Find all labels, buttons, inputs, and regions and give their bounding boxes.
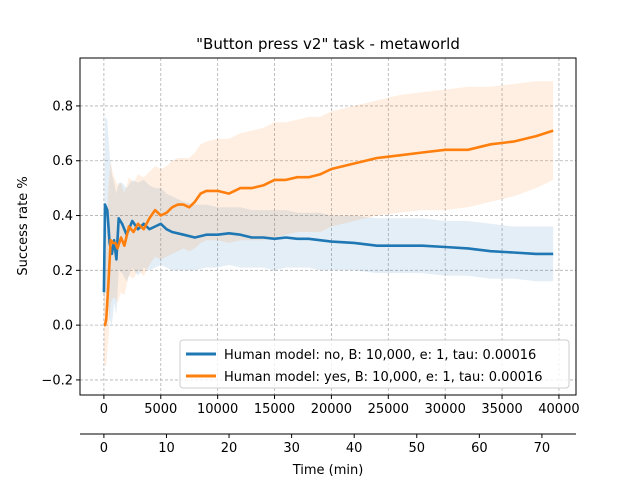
x-tick-label: 0 (100, 402, 108, 417)
legend-label-1: Human model: yes, B: 10,000, e: 1, tau: … (224, 370, 543, 385)
y-tick-label: −0.2 (41, 373, 73, 388)
legend: Human model: no, B: 10,000, e: 1, tau: 0… (179, 339, 570, 389)
secondary-x-tick-label: 50 (408, 441, 425, 456)
secondary-x-tick-label: 20 (221, 441, 238, 456)
secondary-x-tick-label: 60 (471, 441, 488, 456)
x-tick-label: 25000 (368, 402, 409, 417)
series-0-line (102, 203, 554, 293)
x-tick-label: 15000 (254, 402, 295, 417)
x-tick-label: 35000 (481, 402, 522, 417)
secondary-x-axis-label: Time (min) (292, 463, 364, 478)
x-tick-label: 30000 (424, 402, 465, 417)
series-1-confidence-band (103, 81, 554, 367)
y-axis-label: Success rate % (16, 176, 31, 275)
x-tick-label: 40000 (538, 402, 579, 417)
series-1-line (103, 129, 554, 327)
chart-title: "Button press v2" task - metaworld (196, 35, 460, 53)
x-tick-label: 10000 (197, 402, 238, 417)
series-0-confidence-band (103, 116, 554, 326)
grid (80, 58, 576, 395)
secondary-x-tick-label: 0 (100, 441, 108, 456)
secondary-x-tick-label: 40 (346, 441, 363, 456)
y-tick-label: 0.2 (52, 264, 73, 279)
y-tick-label: 0.0 (52, 319, 73, 334)
secondary-x-tick-label: 10 (158, 441, 175, 456)
legend-label-0: Human model: no, B: 10,000, e: 1, tau: 0… (224, 348, 536, 363)
y-tick-label: 0.8 (52, 99, 73, 114)
y-tick-label: 0.4 (52, 209, 73, 224)
secondary-x-tick-label: 70 (534, 441, 551, 456)
plot-frame (79, 57, 577, 396)
secondary-x-tick-label: 30 (283, 441, 300, 456)
legend-frame (179, 339, 570, 389)
y-tick-label: 0.6 (52, 154, 73, 169)
x-tick-label: 20000 (311, 402, 352, 417)
x-tick-label: 5000 (144, 402, 177, 417)
